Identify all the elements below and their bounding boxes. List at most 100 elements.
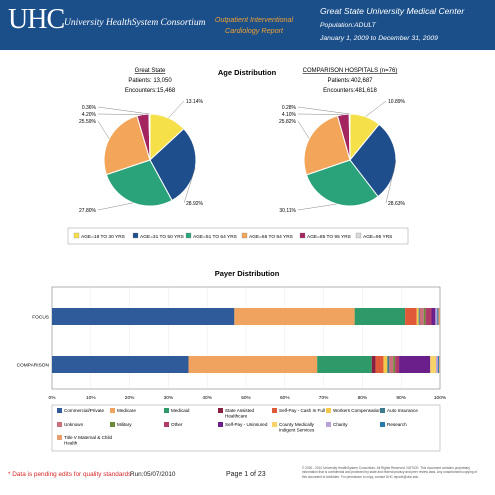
age-legend-box: [67, 227, 409, 245]
payer-legend-swatch: [57, 435, 62, 440]
pie-slice-label: 25.59%: [79, 119, 97, 125]
pie-leader-line: [297, 120, 310, 139]
payer-legend-label: County Medically Indigent Services: [279, 422, 315, 433]
payer-legend-swatch: [57, 422, 62, 427]
pie-leader-line: [183, 167, 196, 204]
pie-slice-label: 0.28%: [282, 105, 297, 111]
age-legend-label: AGE=95 YRS: [363, 234, 392, 240]
report-header: [0, 0, 495, 50]
payer-legend-swatch: [272, 408, 277, 413]
payer-bar-segment: [188, 356, 318, 373]
payer-bar-segment: [431, 308, 436, 325]
payer-bar-segment: [436, 356, 439, 373]
payer-chart-title: Payer Distribution: [215, 269, 280, 278]
payer-x-tick-label: 50%: [241, 395, 251, 401]
payer-x-tick-label: 80%: [358, 395, 368, 401]
payer-legend-swatch: [218, 408, 223, 413]
age-legend-label: AGE=85 TO 95 YRS: [307, 234, 351, 240]
payer-bar-segment: [438, 356, 440, 373]
payer-bar-segment: [435, 308, 438, 325]
age-legend-label: AGE=65 TO 84 YRS: [249, 234, 293, 240]
pie-heading: Great State: [135, 68, 166, 74]
age-legend-swatch: [185, 232, 192, 239]
hospital-name: Great State University Medical Center: [320, 6, 465, 16]
payer-bar-segment: [371, 356, 376, 373]
pie-slice-label: 10.89%: [388, 99, 406, 105]
payer-legend-swatch: [380, 408, 385, 413]
age-legend-swatch: [299, 232, 306, 239]
payer-legend-label: State Assisted Healthcare: [225, 408, 255, 419]
report-charts: Age Distribution Great State Patients: 13,…: [17, 68, 447, 452]
payer-bar-segment: [383, 356, 388, 373]
pie-slice-label: 27.80%: [79, 208, 97, 214]
payer-legend-label: Workers Compensation: [333, 408, 381, 413]
payer-legend-swatch: [110, 408, 115, 413]
payer-bar-segment: [418, 308, 420, 325]
pie-slice: [105, 159, 173, 207]
payer-legend-swatch: [164, 422, 169, 427]
payer-bar-segment: [439, 356, 440, 373]
age-legend-swatch: [73, 232, 80, 239]
payer-x-tick-label: 60%: [280, 395, 290, 401]
payer-bar-segment: [416, 308, 419, 325]
payer-bar-segment: [389, 356, 394, 373]
date-range: January 1, 2009 to December 31, 2009: [320, 35, 438, 42]
pie-slice-label: 0.36%: [82, 105, 97, 111]
payer-x-tick-label: 10%: [86, 395, 96, 401]
payer-bar-segment: [405, 308, 417, 325]
pie-leader-line: [297, 203, 337, 211]
payer-bar-segment: [317, 356, 372, 373]
payer-bar-segment: [399, 356, 431, 373]
payer-legend-label: Self-Pay - Uninsured: [225, 422, 268, 427]
report-title-line1: Outpatient Interventional: [214, 15, 294, 24]
pie-leader-line: [97, 106, 150, 115]
payer-x-tick-label: 40%: [202, 395, 212, 401]
payer-x-tick-label: 30%: [164, 395, 174, 401]
pie-patients-label: Patients:402,687: [327, 78, 373, 84]
age-legend-swatch: [241, 232, 248, 239]
payer-x-tick-label: 100%: [434, 395, 447, 401]
payer-bar-segment: [438, 308, 440, 325]
payer-legend-label: Other: [171, 422, 183, 427]
report-title: Outpatient Interventional Cardiology Rep…: [196, 14, 312, 36]
pie-leader-line: [168, 100, 185, 118]
payer-legend-swatch: [272, 422, 277, 427]
legal-notice: © 2000 - 2010 University HealthSystem Co…: [302, 466, 478, 479]
payer-legend-label: Medicare: [117, 408, 136, 413]
payer-category-label: COMPARISON: [17, 363, 50, 369]
age-legend-label: AGE=31 TO 50 YRS: [140, 234, 184, 240]
payer-bar-segment: [387, 356, 390, 373]
page-number: Page 1 of 23: [226, 471, 266, 478]
payer-x-tick-label: 0%: [49, 395, 57, 401]
age-chart-title: Age Distribution: [218, 68, 277, 77]
pie-encounters-label: Encounters:481,618: [323, 88, 377, 94]
pie-patients-label: Patients: 13,050: [128, 78, 172, 84]
pie-slice-label: 13.14%: [186, 99, 204, 105]
payer-legend-label: Medicaid: [171, 408, 190, 413]
payer-legend-box: [51, 404, 441, 452]
pie-leader-line: [297, 106, 350, 115]
payer-legend-label: Self-Pay - Cash In Full: [279, 408, 325, 413]
consortium-name: University HealthSystem Consortium: [64, 18, 206, 28]
payer-legend-swatch: [110, 422, 115, 427]
uhc-logo: UHC: [8, 4, 65, 35]
pie-heading: COMPARISON HOSPITALS (n=76): [303, 68, 398, 74]
payer-legend-swatch: [326, 422, 331, 427]
pie-slice-label: 25.82%: [279, 119, 297, 125]
pie-leader-line: [97, 113, 143, 115]
population-label: Population:ADULT: [320, 22, 376, 29]
payer-legend-label: Title V Maternal & Child Health: [64, 435, 113, 446]
age-legend-swatch: [355, 232, 362, 239]
payer-bar-segment: [425, 308, 432, 325]
payer-bar-segment: [375, 356, 384, 373]
age-legend-swatch: [132, 232, 139, 239]
pending-edits-note: * Data is pending edits for quality stan…: [8, 471, 132, 478]
payer-legend-label: Research: [387, 422, 407, 427]
pie-leader-line: [97, 202, 134, 211]
payer-bar-segment: [52, 356, 189, 373]
payer-bar-segment: [52, 308, 235, 325]
payer-legend-label: Commercial/Private: [64, 408, 105, 413]
pie-slice-label: 28.63%: [388, 201, 406, 207]
payer-category-label: FOCUS: [32, 315, 49, 321]
payer-bar-segment: [234, 308, 355, 325]
